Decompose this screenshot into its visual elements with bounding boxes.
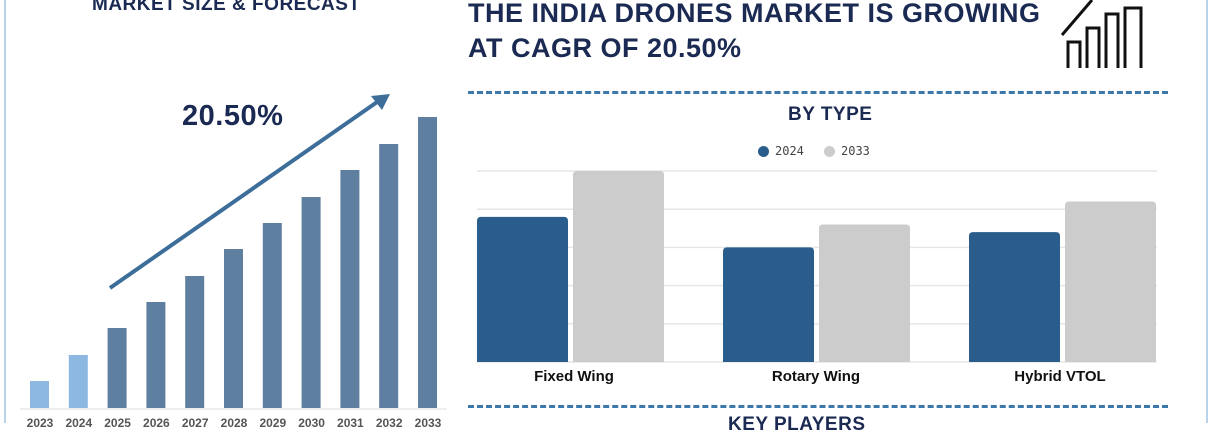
bar-hybrid-vtol-2024: [969, 232, 1060, 362]
year-tick-label: 2028: [220, 416, 248, 430]
bar-2031: [340, 170, 360, 408]
bar-fixed-wing-2033: [573, 171, 664, 362]
category-label: Hybrid VTOL: [1014, 368, 1106, 385]
bar-rotary-wing-2024: [723, 247, 814, 362]
market-size-title: MARKET SIZE & FORECAST: [92, 0, 361, 15]
legend-2033: 2033: [824, 144, 870, 158]
bar-2024: [68, 355, 88, 408]
year-tick-label: 2032: [375, 416, 403, 430]
bar-2027: [185, 276, 205, 408]
legend-label: 2033: [841, 144, 870, 158]
cagr-label: 20.50%: [182, 100, 284, 132]
year-tick-label: 2029: [259, 416, 287, 430]
bar-rotary-wing-2033: [819, 224, 910, 362]
growth-arrow: [108, 94, 390, 290]
main-title-line1: THE INDIA DRONES MARKET IS GROWING: [468, 0, 1041, 28]
year-tick-label: 2024: [65, 416, 93, 430]
by-type-title: BY TYPE: [788, 104, 873, 125]
frame-border-right: [1206, 0, 1208, 423]
legend-2024: 2024: [758, 144, 804, 158]
year-tick-label: 2023: [26, 416, 54, 430]
bar-fixed-wing-2024: [477, 216, 568, 362]
year-tick-label: 2033: [414, 416, 442, 430]
bar-2030: [301, 197, 321, 408]
year-tick-label: 2027: [181, 416, 209, 430]
bar-2033: [418, 117, 437, 408]
bar-2032: [379, 144, 399, 408]
section-divider: [468, 405, 1168, 408]
main-title: THE INDIA DRONES MARKET IS GROWING AT CA…: [468, 0, 1041, 66]
year-tick-label: 2031: [337, 416, 364, 430]
section-divider: [468, 91, 1168, 94]
category-label: Fixed Wing: [534, 368, 614, 385]
bar-2028: [224, 249, 243, 408]
bar-2025: [107, 328, 127, 408]
year-tick-label: 2030: [298, 416, 325, 430]
growth-chart-icon: [1060, 0, 1143, 68]
key-players-title: KEY PLAYERS: [728, 414, 866, 435]
bar-2029: [262, 223, 282, 408]
bar-hybrid-vtol-2033: [1065, 201, 1156, 362]
category-label: Rotary Wing: [771, 368, 861, 385]
main-title-line2: AT CAGR OF 20.50%: [468, 33, 742, 63]
year-tick-label: 2025: [104, 416, 131, 430]
legend-label: 2024: [775, 144, 804, 158]
charts-canvas: [20, 0, 1157, 410]
frame-border-left: [4, 0, 6, 423]
legend-dot-icon: [758, 145, 769, 157]
legend-dot-icon: [824, 145, 835, 157]
bar-2023: [30, 381, 49, 408]
year-tick-label: 2026: [143, 416, 170, 430]
bar-2026: [146, 302, 166, 408]
